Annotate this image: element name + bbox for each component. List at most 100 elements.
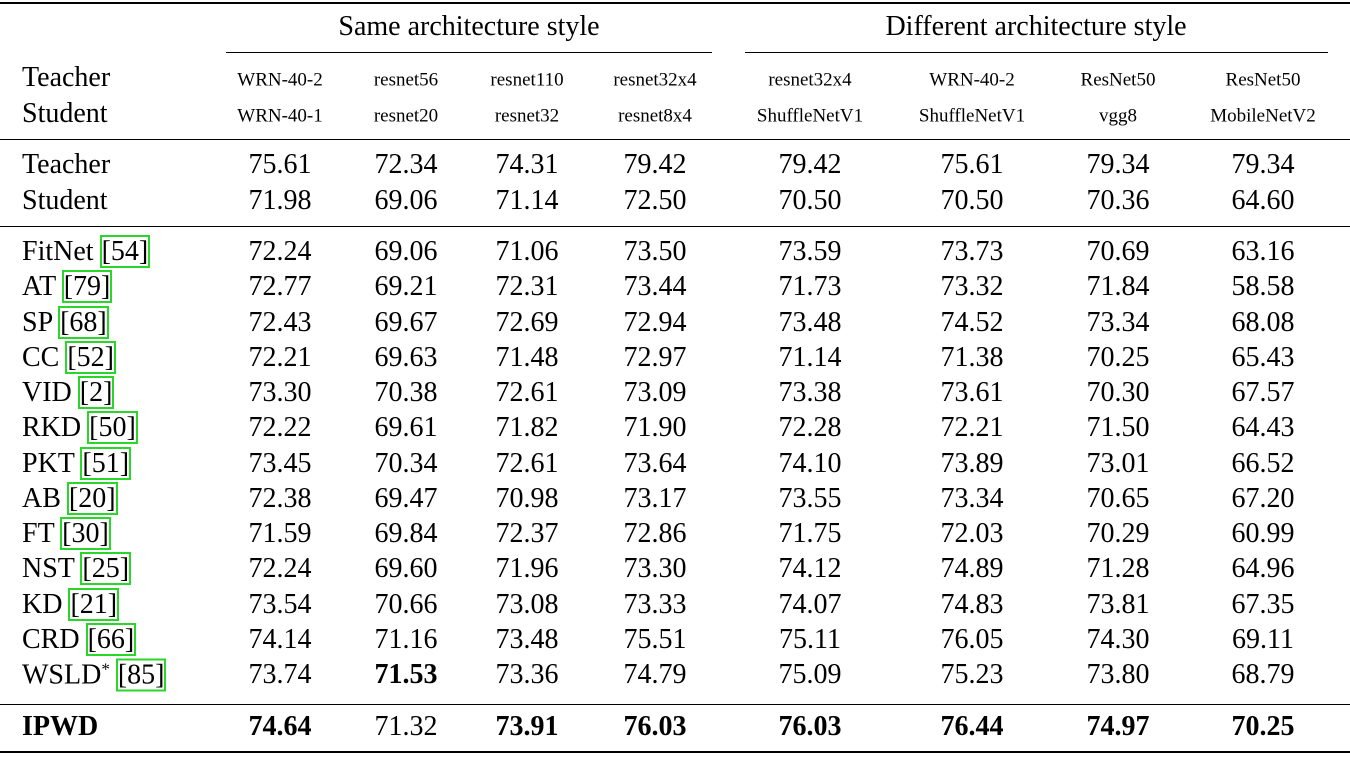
cell: 74.12 <box>778 553 842 585</box>
cell: 72.24 <box>248 236 312 267</box>
citation: [68] <box>58 305 109 339</box>
cell: 75.11 <box>779 623 841 655</box>
cell: 66.52 <box>1231 447 1295 479</box>
cell: 74.52 <box>940 306 1004 338</box>
header-label: Teacher <box>22 62 111 93</box>
method-name: KD <box>22 588 63 620</box>
cell: 73.01 <box>1086 447 1150 479</box>
cell: 73.17 <box>623 482 687 514</box>
cell: 76.03 <box>778 711 842 742</box>
cell: 73.09 <box>623 377 687 408</box>
method-name: VID <box>22 377 72 408</box>
cell: 72.03 <box>940 518 1004 549</box>
cell: 63.16 <box>1231 236 1295 267</box>
cell: 73.48 <box>778 306 842 338</box>
cell: 70.66 <box>374 588 438 620</box>
column-teacher: resnet110 <box>490 69 564 91</box>
cell: 72.77 <box>248 271 312 303</box>
cell: 72.43 <box>248 306 312 338</box>
method-label: IPWD <box>22 713 98 741</box>
method-label: CRD [66] <box>22 622 137 656</box>
cell: 72.21 <box>248 341 312 373</box>
column-teacher: ResNet50 <box>1225 69 1301 91</box>
cell: 71.28 <box>1086 553 1150 585</box>
cell: 74.64 <box>248 711 312 742</box>
cell: 71.84 <box>1086 271 1150 303</box>
column-student: vgg8 <box>1099 105 1137 127</box>
cell: 73.34 <box>940 482 1004 514</box>
group-header: Different architecture style <box>885 11 1187 42</box>
cell: 79.42 <box>778 149 842 180</box>
cell: 72.94 <box>623 306 687 338</box>
cell: 71.73 <box>778 271 842 303</box>
citation: [52] <box>65 340 117 374</box>
column-teacher: WRN-40-2 <box>237 69 323 91</box>
method-label: PKT [51] <box>22 446 132 480</box>
method-label: NST [25] <box>22 552 132 586</box>
column-student: resnet20 <box>373 105 439 127</box>
cell: 74.10 <box>778 447 842 479</box>
cell: 72.31 <box>495 271 559 303</box>
method-name: PKT <box>22 447 75 479</box>
citation: [20] <box>66 481 118 515</box>
column-teacher: ResNet50 <box>1080 69 1156 91</box>
method-label: KD [21] <box>22 587 120 621</box>
column-teacher: resnet56 <box>373 69 439 91</box>
citation: [21] <box>68 587 120 621</box>
cell: 73.44 <box>623 271 687 303</box>
cell: 73.55 <box>778 482 842 514</box>
method-name: AT <box>22 271 56 303</box>
column-student: ShuffleNetV1 <box>756 105 864 127</box>
cell: 75.61 <box>940 149 1004 180</box>
cell: 69.06 <box>374 184 438 216</box>
cell: 70.25 <box>1231 711 1295 742</box>
cell: 72.24 <box>248 553 312 585</box>
cell: 64.43 <box>1231 412 1295 444</box>
cell: 73.61 <box>940 377 1004 408</box>
cell: 71.14 <box>495 184 559 216</box>
method-label: SP [68] <box>22 305 109 339</box>
cell: 72.37 <box>495 518 559 549</box>
cell: 65.43 <box>1231 341 1295 373</box>
group-header: Same architecture style <box>338 11 600 42</box>
column-student: resnet8x4 <box>618 105 692 127</box>
cell: 74.89 <box>940 553 1004 585</box>
cell: 71.90 <box>623 412 687 444</box>
column-student: ShuffleNetV1 <box>918 105 1026 127</box>
cell: 64.96 <box>1231 553 1295 585</box>
cell: 71.48 <box>495 341 559 373</box>
cell: 67.35 <box>1231 588 1295 620</box>
cell: 67.57 <box>1231 377 1295 408</box>
cell: 71.82 <box>495 412 559 444</box>
method-label: AT [79] <box>22 270 113 304</box>
cell: 72.97 <box>623 341 687 373</box>
cell: 79.42 <box>623 149 687 180</box>
cell: 69.84 <box>374 518 438 549</box>
cell: 72.61 <box>495 447 559 479</box>
cell: 69.11 <box>1232 623 1294 655</box>
cell: 73.80 <box>1086 659 1150 690</box>
column-student: WRN-40-1 <box>237 105 323 127</box>
cell: 70.50 <box>778 184 842 216</box>
cell: 69.06 <box>374 236 438 267</box>
method-label: AB [20] <box>22 481 118 515</box>
method-label: FT [30] <box>22 517 111 550</box>
baseline-rule <box>0 226 1350 227</box>
method-name: NST <box>22 553 75 585</box>
cell: 69.67 <box>374 306 438 338</box>
cell: 73.30 <box>248 377 312 408</box>
cell: 71.98 <box>248 184 312 216</box>
header-label: Student <box>22 98 108 129</box>
top-rule <box>0 2 1350 4</box>
citation: [25] <box>80 552 132 586</box>
cell: 73.59 <box>778 236 842 267</box>
cell: 73.34 <box>1086 306 1150 338</box>
cell: 72.86 <box>623 518 687 549</box>
column-teacher: resnet32x4 <box>613 69 697 91</box>
cell: 69.61 <box>374 412 438 444</box>
cell: 74.30 <box>1086 623 1150 655</box>
cell: 71.53 <box>374 659 438 690</box>
cell: 76.44 <box>940 711 1004 742</box>
cell: 72.34 <box>374 149 438 180</box>
cell: 67.20 <box>1231 482 1295 514</box>
